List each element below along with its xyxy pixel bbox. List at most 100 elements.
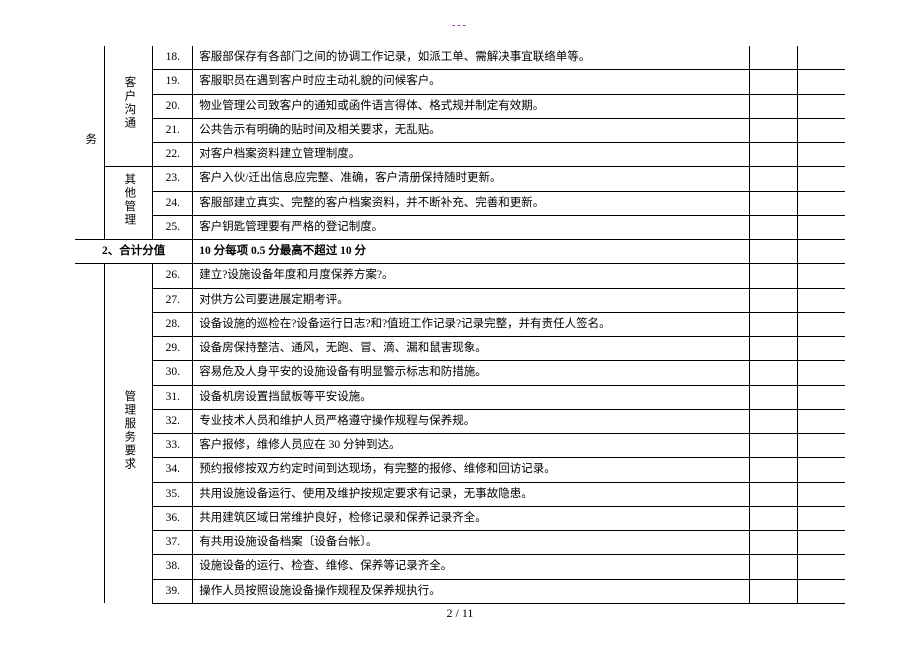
item-description: 客户钥匙管理要有严格的登记制度。 bbox=[193, 215, 749, 239]
assessment-table: 务客户沟通 18.客服部保存有各部门之间的协调工作记录，如派工单、需解决事宜联络单… bbox=[75, 46, 845, 604]
table-row: 30.容易危及人身平安的设施设备有明显警示标志和防措施。 bbox=[75, 361, 845, 385]
table-row: 22.对客户档案资料建立管理制度。 bbox=[75, 143, 845, 167]
item-description: 客服职员在遇到客户时应主动礼貌的问候客户。 bbox=[193, 70, 749, 94]
score-cell-1 bbox=[749, 579, 797, 603]
table-row: 36.共用建筑区域日常维护良好，检修记录和保养记录齐全。 bbox=[75, 506, 845, 530]
item-description: 预约报修按双方约定时间到达现场，有完整的报修、维修和回访记录。 bbox=[193, 458, 749, 482]
score-cell-1 bbox=[749, 288, 797, 312]
item-description: 设备房保持整洁、通风，无跑、冒、滴、漏和鼠害现象。 bbox=[193, 337, 749, 361]
score-cell-2 bbox=[797, 506, 845, 530]
score-cell-2 bbox=[797, 70, 845, 94]
item-description: 对客户档案资料建立管理制度。 bbox=[193, 143, 749, 167]
item-description: 对供方公司要进展定期考评。 bbox=[193, 288, 749, 312]
assessment-table-container: 务客户沟通 18.客服部保存有各部门之间的协调工作记录，如派工单、需解决事宜联络单… bbox=[75, 46, 845, 604]
page-footer: 2 / 11 bbox=[0, 606, 920, 621]
score-cell-2 bbox=[797, 434, 845, 458]
table-row: 27.对供方公司要进展定期考评。 bbox=[75, 288, 845, 312]
score-cell-2 bbox=[797, 94, 845, 118]
category-level2: 客户沟通 bbox=[105, 46, 153, 167]
item-number: 27. bbox=[153, 288, 193, 312]
table-row: 35.共用设施设备运行、使用及维护按规定要求有记录，无事故隐患。 bbox=[75, 482, 845, 506]
item-description: 有共用设施设备档案〔设备台帐〕。 bbox=[193, 531, 749, 555]
score-cell-2 bbox=[797, 385, 845, 409]
item-number: 34. bbox=[153, 458, 193, 482]
category-level2: 管理服务要求 bbox=[105, 264, 153, 604]
item-description: 共用建筑区域日常维护良好，检修记录和保养记录齐全。 bbox=[193, 506, 749, 530]
item-number: 36. bbox=[153, 506, 193, 530]
category-level1: 务 bbox=[75, 46, 105, 240]
item-number: 29. bbox=[153, 337, 193, 361]
item-description: 客户报修，维修人员应在 30 分钟到达。 bbox=[193, 434, 749, 458]
score-cell-1 bbox=[749, 337, 797, 361]
score-cell-1 bbox=[749, 215, 797, 239]
score-cell-2 bbox=[797, 579, 845, 603]
score-cell-2 bbox=[797, 458, 845, 482]
item-number: 37. bbox=[153, 531, 193, 555]
score-cell-2 bbox=[797, 409, 845, 433]
table-row: 38.设施设备的运行、检查、维修、保养等记录齐全。 bbox=[75, 555, 845, 579]
score-cell-1 bbox=[749, 191, 797, 215]
score-cell-1 bbox=[749, 94, 797, 118]
score-cell-1 bbox=[749, 458, 797, 482]
item-number: 20. bbox=[153, 94, 193, 118]
subtotal-row: 2、合计分值10 分每项 0.5 分最高不超过 10 分 bbox=[75, 240, 845, 264]
item-number: 39. bbox=[153, 579, 193, 603]
table-row: 其他管理23.客户入伙/迁出信息应完整、准确，客户清册保持随时更新。 bbox=[75, 167, 845, 191]
score-cell-2 bbox=[797, 46, 845, 70]
score-cell-2 bbox=[797, 312, 845, 336]
item-description: 公共告示有明确的贴时间及相关要求，无乱贴。 bbox=[193, 118, 749, 142]
item-description: 专业技术人员和维护人员严格遵守操作规程与保养规。 bbox=[193, 409, 749, 433]
item-number: 38. bbox=[153, 555, 193, 579]
score-cell-1 bbox=[749, 506, 797, 530]
item-description: 建立?设施设备年度和月度保养方案?。 bbox=[193, 264, 749, 288]
score-cell-1 bbox=[749, 385, 797, 409]
category-level2-label: 其他管理 bbox=[120, 173, 137, 227]
table-row: 管理服务要求26.建立?设施设备年度和月度保养方案?。 bbox=[75, 264, 845, 288]
score-cell-1 bbox=[749, 361, 797, 385]
category-level2-label: 管理服务要求 bbox=[120, 390, 137, 471]
score-cell-2 bbox=[797, 191, 845, 215]
item-description: 设备设施的巡检在?设备运行日志?和?值班工作记录?记录完整，并有责任人签名。 bbox=[193, 312, 749, 336]
category-level1 bbox=[75, 264, 105, 604]
score-cell-2 bbox=[797, 215, 845, 239]
score-cell-2 bbox=[797, 337, 845, 361]
subtotal-value: 10 分每项 0.5 分最高不超过 10 分 bbox=[193, 240, 749, 264]
score-cell-1 bbox=[749, 409, 797, 433]
score-cell-2 bbox=[797, 118, 845, 142]
score-cell-2 bbox=[797, 240, 845, 264]
score-cell-2 bbox=[797, 288, 845, 312]
table-row: 33.客户报修，维修人员应在 30 分钟到达。 bbox=[75, 434, 845, 458]
item-description: 容易危及人身平安的设施设备有明显警示标志和防措施。 bbox=[193, 361, 749, 385]
item-description: 操作人员按照设施设备操作规程及保养规执行。 bbox=[193, 579, 749, 603]
category-level2-label: 客户沟通 bbox=[120, 76, 137, 130]
score-cell-1 bbox=[749, 143, 797, 167]
score-cell-1 bbox=[749, 167, 797, 191]
score-cell-1 bbox=[749, 312, 797, 336]
item-number: 18. bbox=[153, 46, 193, 70]
item-number: 35. bbox=[153, 482, 193, 506]
table-row: 21.公共告示有明确的贴时间及相关要求，无乱贴。 bbox=[75, 118, 845, 142]
score-cell-2 bbox=[797, 361, 845, 385]
item-number: 23. bbox=[153, 167, 193, 191]
table-row: 务客户沟通18.客服部保存有各部门之间的协调工作记录，如派工单、需解决事宜联络单… bbox=[75, 46, 845, 70]
table-row: 24.客服部建立真实、完整的客户档案资料，并不断补充、完善和更新。 bbox=[75, 191, 845, 215]
score-cell-2 bbox=[797, 555, 845, 579]
score-cell-1 bbox=[749, 434, 797, 458]
table-row: 29.设备房保持整洁、通风，无跑、冒、滴、漏和鼠害现象。 bbox=[75, 337, 845, 361]
item-number: 32. bbox=[153, 409, 193, 433]
table-row: 19.客服职员在遇到客户时应主动礼貌的问候客户。 bbox=[75, 70, 845, 94]
item-number: 30. bbox=[153, 361, 193, 385]
item-number: 22. bbox=[153, 143, 193, 167]
score-cell-1 bbox=[749, 70, 797, 94]
table-row: 28.设备设施的巡检在?设备运行日志?和?值班工作记录?记录完整，并有责任人签名… bbox=[75, 312, 845, 336]
item-description: 客服部保存有各部门之间的协调工作记录，如派工单、需解决事宜联络单等。 bbox=[193, 46, 749, 70]
score-cell-1 bbox=[749, 531, 797, 555]
table-row: 25.客户钥匙管理要有严格的登记制度。 bbox=[75, 215, 845, 239]
item-number: 19. bbox=[153, 70, 193, 94]
item-number: 24. bbox=[153, 191, 193, 215]
score-cell-2 bbox=[797, 482, 845, 506]
item-number: 25. bbox=[153, 215, 193, 239]
item-description: 客户入伙/迁出信息应完整、准确，客户清册保持随时更新。 bbox=[193, 167, 749, 191]
item-description: 共用设施设备运行、使用及维护按规定要求有记录，无事故隐患。 bbox=[193, 482, 749, 506]
table-row: 32.专业技术人员和维护人员严格遵守操作规程与保养规。 bbox=[75, 409, 845, 433]
